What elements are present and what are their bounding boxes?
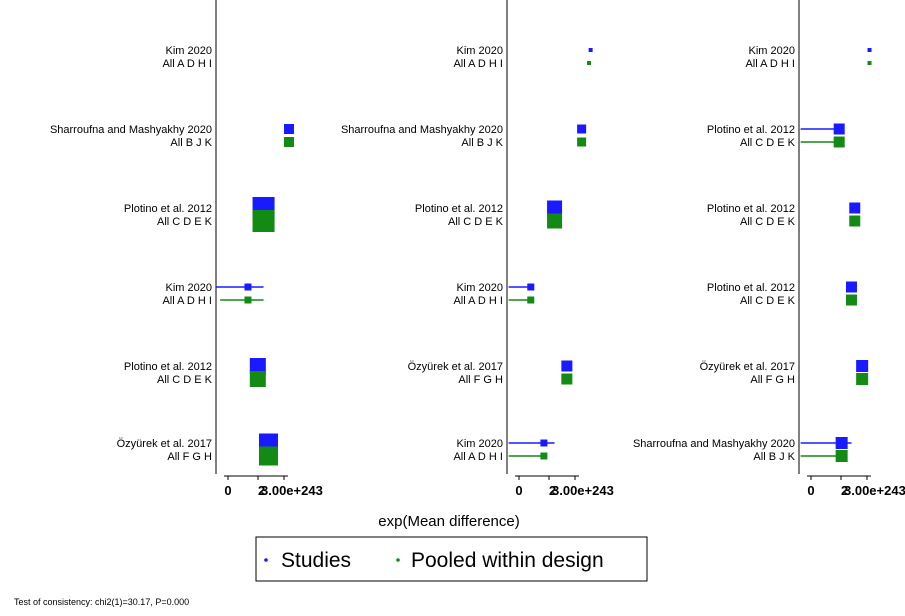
design-label: All A D H I [162, 295, 212, 307]
design-label: All F G H [458, 374, 503, 386]
x-tick-label: 3.00e+243 [552, 483, 614, 498]
study-marker [856, 360, 869, 372]
pooled-marker [833, 136, 845, 148]
legend-pooled-label: Pooled within design [411, 549, 604, 572]
study-marker [540, 439, 548, 447]
pooled-marker [845, 294, 857, 306]
design-label: All C D E K [740, 137, 796, 149]
study-label: Plotino et al. 2012 [124, 361, 212, 373]
pooled-marker [547, 213, 563, 229]
study-label: Özyürek et al. 2017 [408, 361, 503, 373]
study-label: Kim 2020 [749, 45, 795, 57]
design-label: All B J K [753, 451, 795, 463]
pooled-marker [249, 371, 266, 387]
study-label: Kim 2020 [457, 438, 503, 450]
study-marker [577, 124, 587, 134]
study-label: Plotino et al. 2012 [124, 203, 212, 215]
study-marker [244, 283, 252, 291]
pooled-marker [835, 450, 848, 462]
study-marker [249, 358, 266, 374]
pooled-marker [244, 296, 252, 304]
study-label: Plotino et al. 2012 [707, 124, 795, 136]
study-label: Özyürek et al. 2017 [117, 438, 212, 450]
x-tick-label: 0 [807, 483, 814, 498]
design-label: All F G H [167, 451, 212, 463]
pooled-marker [252, 210, 275, 232]
study-label: Özyürek et al. 2017 [700, 361, 795, 373]
design-label: All B J K [170, 137, 212, 149]
pooled-marker [561, 373, 573, 385]
study-marker [588, 48, 593, 52]
pooled-marker [527, 296, 535, 304]
design-label: All A D H I [453, 58, 503, 70]
study-marker [835, 437, 848, 449]
x-axis-title: exp(Mean difference) [378, 513, 519, 530]
x-tick-label: 2 [258, 483, 265, 498]
legend-pooled-marker [396, 558, 400, 562]
design-label: All C D E K [740, 216, 796, 228]
study-label: Kim 2020 [166, 45, 212, 57]
study-marker [547, 200, 563, 216]
x-tick-label: 0 [224, 483, 231, 498]
pooled-marker [283, 137, 294, 147]
study-marker [283, 124, 294, 134]
x-tick-label: 2 [841, 483, 848, 498]
study-label: Sharroufna and Mashyakhy 2020 [50, 124, 212, 136]
design-label: All A D H I [162, 58, 212, 70]
pooled-marker [856, 373, 869, 385]
design-label: All A D H I [453, 451, 503, 463]
study-label: Plotino et al. 2012 [707, 282, 795, 294]
design-label: All B J K [461, 137, 503, 149]
study-marker [867, 48, 872, 52]
study-marker [849, 202, 861, 214]
study-label: Kim 2020 [457, 45, 503, 57]
legend-box [255, 536, 648, 582]
design-label: All F G H [750, 374, 795, 386]
legend-studies-label: Studies [281, 549, 351, 572]
design-label: All C D E K [448, 216, 504, 228]
x-tick-label: 2 [549, 483, 556, 498]
x-tick-label: 3.00e+243 [844, 483, 905, 498]
pooled-marker [540, 452, 548, 460]
design-label: All A D H I [453, 295, 503, 307]
legend-studies-marker [264, 558, 268, 562]
study-marker [527, 283, 535, 291]
design-label: All C D E K [157, 216, 213, 228]
study-label: Plotino et al. 2012 [415, 203, 503, 215]
x-tick-label: 3.00e+243 [261, 483, 323, 498]
pooled-marker [587, 61, 591, 65]
x-tick-label: 0 [515, 483, 522, 498]
study-label: Plotino et al. 2012 [707, 203, 795, 215]
study-marker [833, 123, 845, 135]
design-label: All C D E K [740, 295, 796, 307]
pooled-marker [577, 137, 587, 147]
design-label: All C D E K [157, 374, 213, 386]
pooled-marker [258, 446, 278, 466]
study-label: Kim 2020 [457, 282, 503, 294]
design-label: All A D H I [745, 58, 795, 70]
pooled-marker [867, 61, 872, 65]
study-label: Kim 2020 [166, 282, 212, 294]
consistency-footnote: Test of consistency: chi2(1)=30.17, P=0.… [14, 597, 189, 607]
study-marker [845, 281, 857, 293]
legend: Studies Pooled within design [255, 536, 648, 582]
study-label: Sharroufna and Mashyakhy 2020 [341, 124, 503, 136]
study-marker [561, 360, 573, 372]
study-label: Sharroufna and Mashyakhy 2020 [633, 438, 795, 450]
pooled-marker [849, 215, 861, 227]
